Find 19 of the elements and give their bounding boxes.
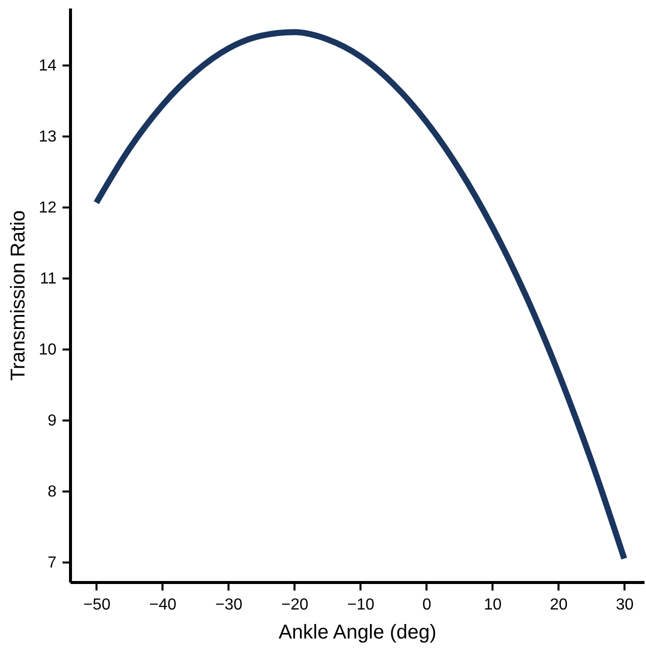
- y-tick-label: 7: [48, 554, 57, 572]
- x-tick-label: −30: [215, 596, 243, 614]
- y-tick-label: 11: [40, 270, 57, 288]
- y-tick-label: 8: [48, 484, 57, 501]
- y-tick-label: 9: [48, 412, 57, 430]
- x-tick-label: −40: [149, 596, 177, 614]
- x-tick-label: 30: [616, 596, 634, 614]
- y-axis-title: Transmission Ratio: [8, 210, 30, 381]
- x-axis-title: Ankle Angle (deg): [278, 622, 436, 644]
- x-tick-label: −10: [347, 596, 374, 614]
- y-tick-label: 10: [38, 341, 57, 358]
- y-tick-label: 14: [38, 57, 57, 74]
- x-tick-label: 0: [422, 596, 432, 614]
- x-tick-label: 10: [484, 596, 502, 614]
- x-tick-label: 20: [550, 596, 568, 614]
- y-tick-label: 13: [38, 128, 57, 146]
- x-tick-label: −20: [281, 596, 308, 614]
- x-tick-label: −50: [83, 596, 111, 614]
- y-tick-label: 12: [38, 199, 57, 216]
